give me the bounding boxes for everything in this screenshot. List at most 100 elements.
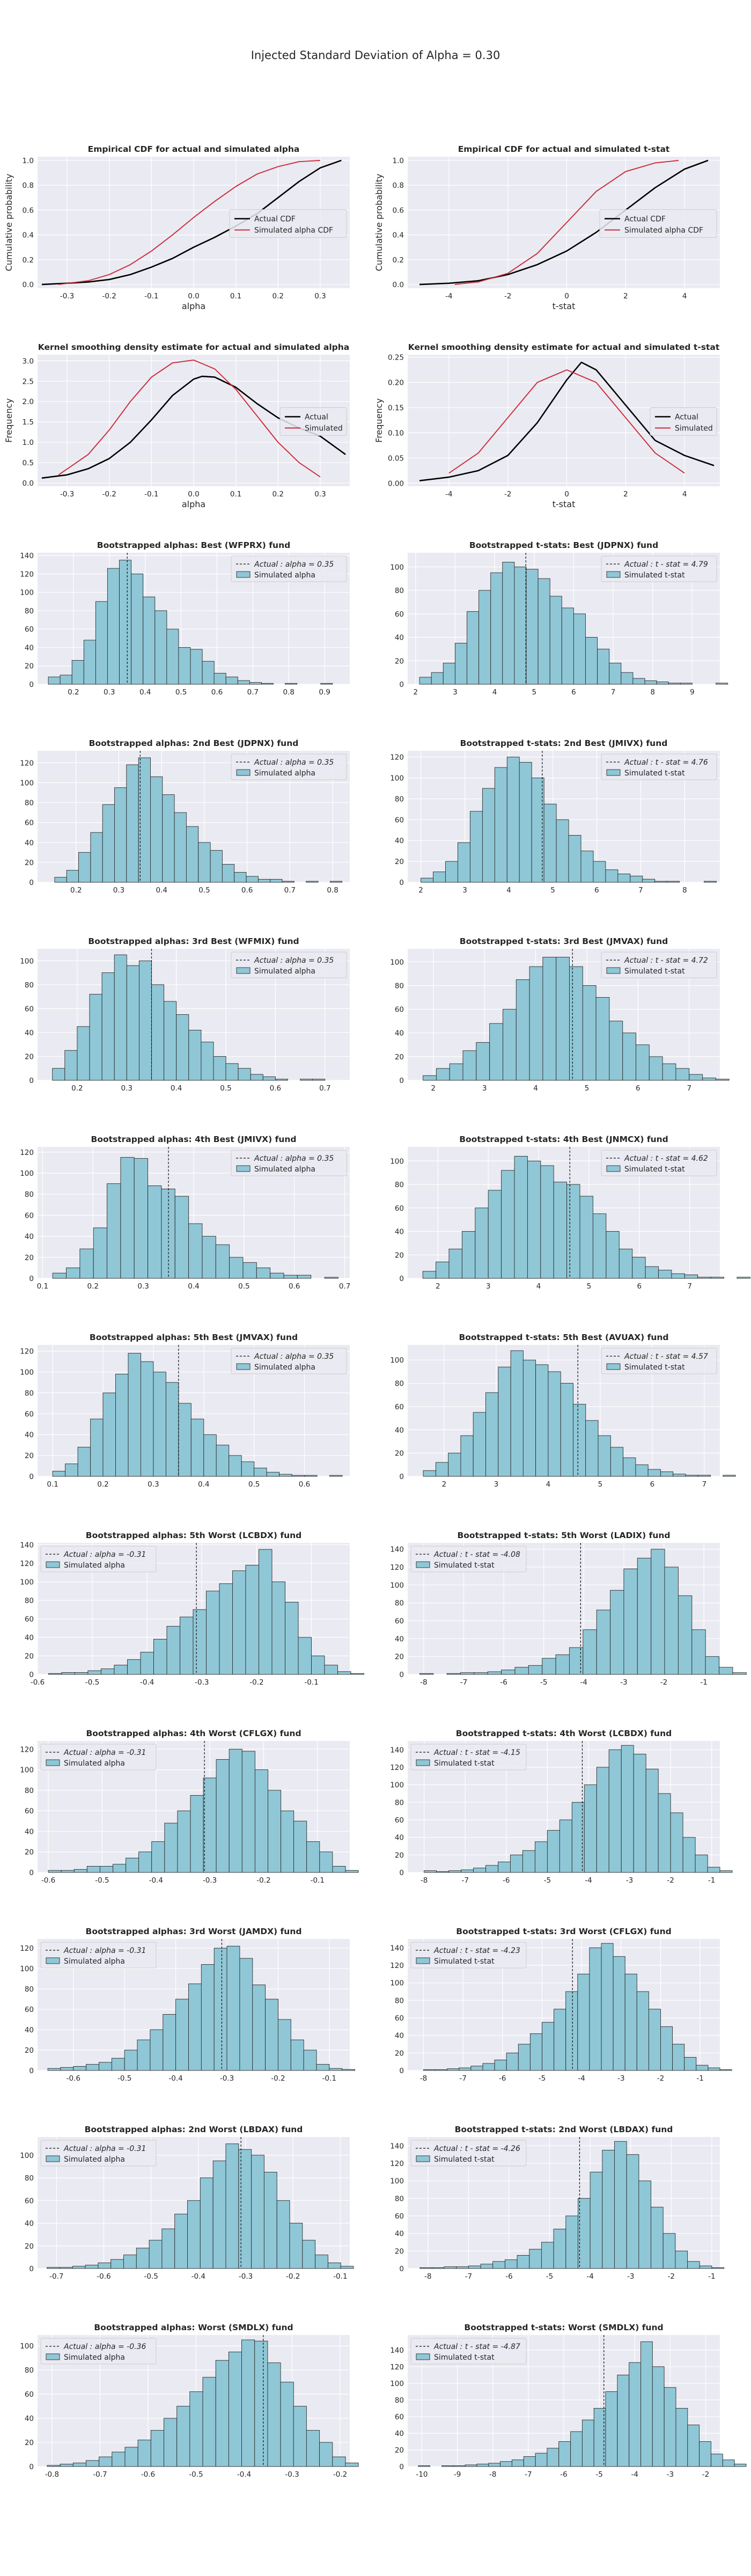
- histogram-bar: [154, 610, 167, 685]
- x-tick-label: 4: [682, 490, 687, 499]
- histogram-bar: [596, 1767, 609, 1873]
- histogram-bar: [234, 872, 247, 883]
- histogram-bar: [711, 2267, 725, 2269]
- histogram-bar: [436, 1261, 450, 1279]
- histogram-bar: [684, 1274, 698, 1279]
- histogram-bar: [558, 2441, 571, 2467]
- x-tick-label: 7: [638, 886, 643, 895]
- histogram-bar: [722, 2460, 735, 2467]
- histogram-bar: [418, 2465, 431, 2467]
- x-tick-label: 0.3: [104, 688, 115, 697]
- legend-actual-label: Actual : t - stat = -4.26: [433, 2145, 520, 2153]
- histogram-bar: [166, 1626, 180, 1675]
- legend-frame: [229, 209, 347, 238]
- histogram-bar: [682, 1837, 696, 1873]
- histogram-bar: [189, 2391, 203, 2467]
- histogram-bar: [54, 877, 67, 883]
- legend-hist-label: Simulated t-stat: [624, 1165, 685, 1174]
- x-tick-label: -8: [420, 2074, 427, 2083]
- chart-title: Bootstrapped t-stats: 3rd Best (JMVAX) f…: [460, 936, 668, 946]
- histogram-bar: [345, 1870, 359, 1873]
- legend-hist-label: Simulated t-stat: [434, 1759, 495, 1768]
- histogram-bar: [462, 1050, 477, 1081]
- x-tick-label: 9: [690, 688, 695, 697]
- histogram-bar: [695, 1854, 708, 1873]
- legend-hist-swatch: [46, 1561, 60, 1568]
- x-tick-label: 8: [650, 688, 655, 697]
- histogram-bar: [329, 1475, 343, 1477]
- x-tick-label: -0.4: [192, 2272, 205, 2281]
- histogram-bar: [670, 1812, 683, 1873]
- histogram-bar: [174, 812, 187, 883]
- histogram-bar: [71, 660, 84, 685]
- y-tick-label: 80: [25, 607, 34, 616]
- x-tick-label: -7: [460, 1678, 467, 1687]
- x-tick-label: 0.2: [87, 1282, 99, 1291]
- x-tick-label: -4: [585, 1876, 592, 1885]
- histogram-bar: [77, 1447, 91, 1477]
- series-line-simulated: [454, 159, 679, 286]
- x-tick-label: -0.1: [311, 1876, 325, 1885]
- histogram-bar: [732, 1672, 747, 1675]
- legend-hist-label: Simulated alpha: [64, 2155, 125, 2164]
- x-tick-label: 0.2: [273, 490, 284, 499]
- histogram-bar: [476, 1042, 490, 1081]
- series-line-actual: [419, 361, 715, 481]
- histogram-bar: [176, 1014, 189, 1081]
- chart-title: Bootstrapped alphas: 5th Worst (LCBDX) f…: [86, 1531, 302, 1540]
- histogram-bar: [687, 2425, 700, 2467]
- y-tick-label: 2.5: [23, 377, 34, 386]
- histogram-bar: [642, 879, 656, 883]
- chart-panel-9: 2 3 4 5 6 7 0 20 40 60 80 100 Bootstrapped t-stats: …: [390, 936, 730, 1093]
- x-tick-label: -3: [626, 1876, 633, 1885]
- histogram-bar: [626, 2154, 639, 2269]
- histogram-bar: [241, 2339, 255, 2467]
- chart-panel-10: 0.1 0.2 0.3 0.4 0.5 0.6 0.7 0 20 40 60 80 100 120 Boot…: [20, 1135, 350, 1291]
- legend-frame: [601, 952, 717, 978]
- histogram-bar: [177, 1810, 191, 1873]
- x-tick-label: 0.3: [314, 490, 326, 499]
- legend: Actual : t - stat = -4.26 Simulated t-sta…: [410, 2140, 527, 2167]
- histogram-bar: [270, 1272, 284, 1279]
- chart-title: Bootstrapped t-stats: 4th Worst (LCBDX) …: [456, 1729, 672, 1738]
- legend-frame: [40, 1942, 157, 1968]
- legend-hist-label: Simulated t-stat: [624, 967, 685, 976]
- histogram-bar: [684, 2057, 697, 2071]
- legend-hist-label: Simulated alpha: [254, 967, 315, 976]
- x-tick-label: -8: [424, 2272, 431, 2281]
- y-tick-label: 40: [25, 1634, 34, 1642]
- y-tick-label: 0.2: [23, 256, 34, 265]
- histogram-bar: [672, 2044, 685, 2071]
- legend: Actual : t - stat = -4.87 Simulated t-sta…: [410, 2338, 527, 2365]
- x-tick-label: -0.6: [141, 2470, 155, 2479]
- histogram-bar: [529, 2033, 542, 2071]
- legend: Actual : t - stat = 4.72 Simulated t-stat: [601, 952, 717, 978]
- legend-actual-label: Actual : alpha = -0.31: [63, 1550, 146, 1559]
- y-tick-label: 1.0: [393, 157, 404, 165]
- x-tick-label: -4: [586, 2272, 593, 2281]
- x-tick-label: -2: [667, 1876, 674, 1885]
- legend-frame: [410, 1744, 527, 1770]
- histogram-bar: [584, 1784, 597, 1873]
- histogram-bar: [215, 1244, 230, 1279]
- histogram-bar: [112, 2451, 126, 2467]
- histogram-bar: [254, 1769, 268, 1873]
- x-tick-label: 7: [687, 1084, 691, 1093]
- histogram-bar: [577, 1973, 590, 2071]
- histogram-bar: [72, 2266, 86, 2269]
- histogram-bar: [579, 1196, 593, 1279]
- legend-actual-label: Actual : alpha = 0.35: [254, 1154, 334, 1163]
- histogram-bar: [350, 1673, 364, 1675]
- x-tick-label: 5: [585, 1084, 590, 1093]
- y-tick-label: 120: [390, 1763, 404, 1772]
- histogram-bar: [128, 1353, 141, 1477]
- y-tick-label: 60: [395, 2413, 404, 2421]
- histogram-bar: [298, 1637, 312, 1675]
- x-tick-label: -0.5: [189, 2470, 203, 2479]
- x-tick-label: 3: [462, 886, 467, 895]
- legend-hist-swatch: [606, 1165, 621, 1172]
- legend-label: Actual CDF: [254, 215, 296, 224]
- histogram-bar: [174, 1196, 189, 1279]
- x-tick-label: 0.2: [70, 886, 82, 895]
- histogram-bar: [585, 1420, 599, 1477]
